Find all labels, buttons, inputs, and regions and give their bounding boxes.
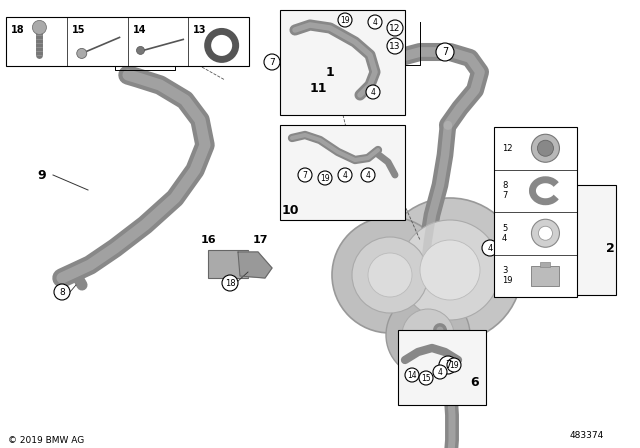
Circle shape: [33, 21, 47, 34]
Text: 10: 10: [281, 203, 299, 216]
Bar: [508, 185, 616, 295]
Circle shape: [147, 48, 163, 64]
Circle shape: [497, 250, 513, 266]
Text: 5: 5: [502, 254, 508, 263]
Text: 13: 13: [149, 52, 161, 60]
Circle shape: [136, 47, 145, 54]
Text: 483374: 483374: [570, 431, 604, 440]
Circle shape: [332, 217, 448, 333]
Circle shape: [405, 368, 419, 382]
Text: 12: 12: [149, 34, 161, 43]
Circle shape: [387, 20, 403, 36]
Text: 19: 19: [320, 173, 330, 182]
Text: 19: 19: [340, 16, 350, 25]
Text: 19: 19: [449, 361, 459, 370]
Text: 4: 4: [372, 17, 378, 26]
Text: © 2019 BMW AG: © 2019 BMW AG: [8, 436, 84, 445]
Circle shape: [264, 54, 280, 70]
Text: 15: 15: [72, 25, 85, 35]
Bar: [208, 250, 248, 278]
Text: 14: 14: [132, 25, 146, 35]
Circle shape: [400, 220, 500, 320]
Circle shape: [338, 168, 352, 182]
Text: 8: 8: [59, 288, 65, 297]
Circle shape: [402, 309, 454, 361]
Text: 16: 16: [200, 235, 216, 245]
Bar: [6, 17, 249, 66]
Circle shape: [420, 240, 480, 300]
Text: 6: 6: [470, 375, 479, 388]
Polygon shape: [238, 252, 272, 278]
Circle shape: [447, 358, 461, 372]
Circle shape: [482, 240, 498, 256]
Text: 4: 4: [365, 171, 371, 180]
Circle shape: [361, 168, 375, 182]
Circle shape: [531, 134, 559, 162]
Circle shape: [386, 293, 470, 377]
Bar: [398, 330, 486, 405]
Bar: [531, 266, 559, 286]
Text: 14: 14: [407, 370, 417, 379]
Text: 8
7: 8 7: [502, 181, 508, 200]
Bar: [368, 248, 473, 308]
Bar: [494, 127, 577, 297]
Circle shape: [298, 168, 312, 182]
Circle shape: [439, 356, 457, 374]
Text: 18: 18: [225, 279, 236, 288]
Circle shape: [538, 226, 552, 240]
Text: 13: 13: [193, 25, 207, 35]
Circle shape: [54, 284, 70, 300]
Circle shape: [527, 262, 543, 278]
Circle shape: [318, 171, 332, 185]
Circle shape: [433, 365, 447, 379]
Circle shape: [368, 15, 382, 29]
Text: 18: 18: [11, 25, 24, 35]
Text: 3: 3: [542, 276, 548, 284]
Bar: [280, 10, 405, 115]
Text: 4: 4: [488, 244, 493, 253]
Circle shape: [531, 219, 559, 247]
Circle shape: [366, 85, 380, 99]
Text: 11: 11: [309, 82, 327, 95]
Text: 4: 4: [532, 266, 538, 275]
Text: 2: 2: [605, 241, 614, 254]
Text: 7: 7: [303, 171, 307, 180]
Bar: [540, 262, 550, 267]
Text: 13: 13: [389, 42, 401, 51]
Text: 7: 7: [269, 57, 275, 66]
Text: 1: 1: [326, 65, 334, 78]
Circle shape: [338, 13, 352, 27]
Text: 5
4: 5 4: [502, 224, 508, 243]
Text: 4: 4: [517, 258, 523, 267]
Text: 4: 4: [342, 171, 348, 180]
Text: 17: 17: [252, 235, 268, 245]
Circle shape: [537, 272, 553, 288]
Circle shape: [147, 30, 163, 46]
Text: 12: 12: [502, 144, 513, 153]
Text: 4: 4: [371, 87, 376, 96]
Text: 4: 4: [438, 367, 442, 376]
Circle shape: [387, 38, 403, 54]
Text: 12: 12: [389, 23, 401, 33]
Circle shape: [352, 237, 428, 313]
Text: 3
19: 3 19: [502, 266, 513, 285]
Text: 7: 7: [442, 47, 448, 57]
Text: 15: 15: [421, 374, 431, 383]
Circle shape: [77, 48, 87, 58]
Circle shape: [419, 371, 433, 385]
Bar: [280, 125, 405, 220]
Circle shape: [512, 254, 528, 270]
Circle shape: [378, 198, 522, 342]
Text: 7: 7: [445, 360, 451, 370]
Circle shape: [368, 253, 412, 297]
Text: 9: 9: [38, 168, 46, 181]
Circle shape: [436, 43, 454, 61]
Circle shape: [222, 275, 238, 291]
Circle shape: [538, 140, 554, 156]
